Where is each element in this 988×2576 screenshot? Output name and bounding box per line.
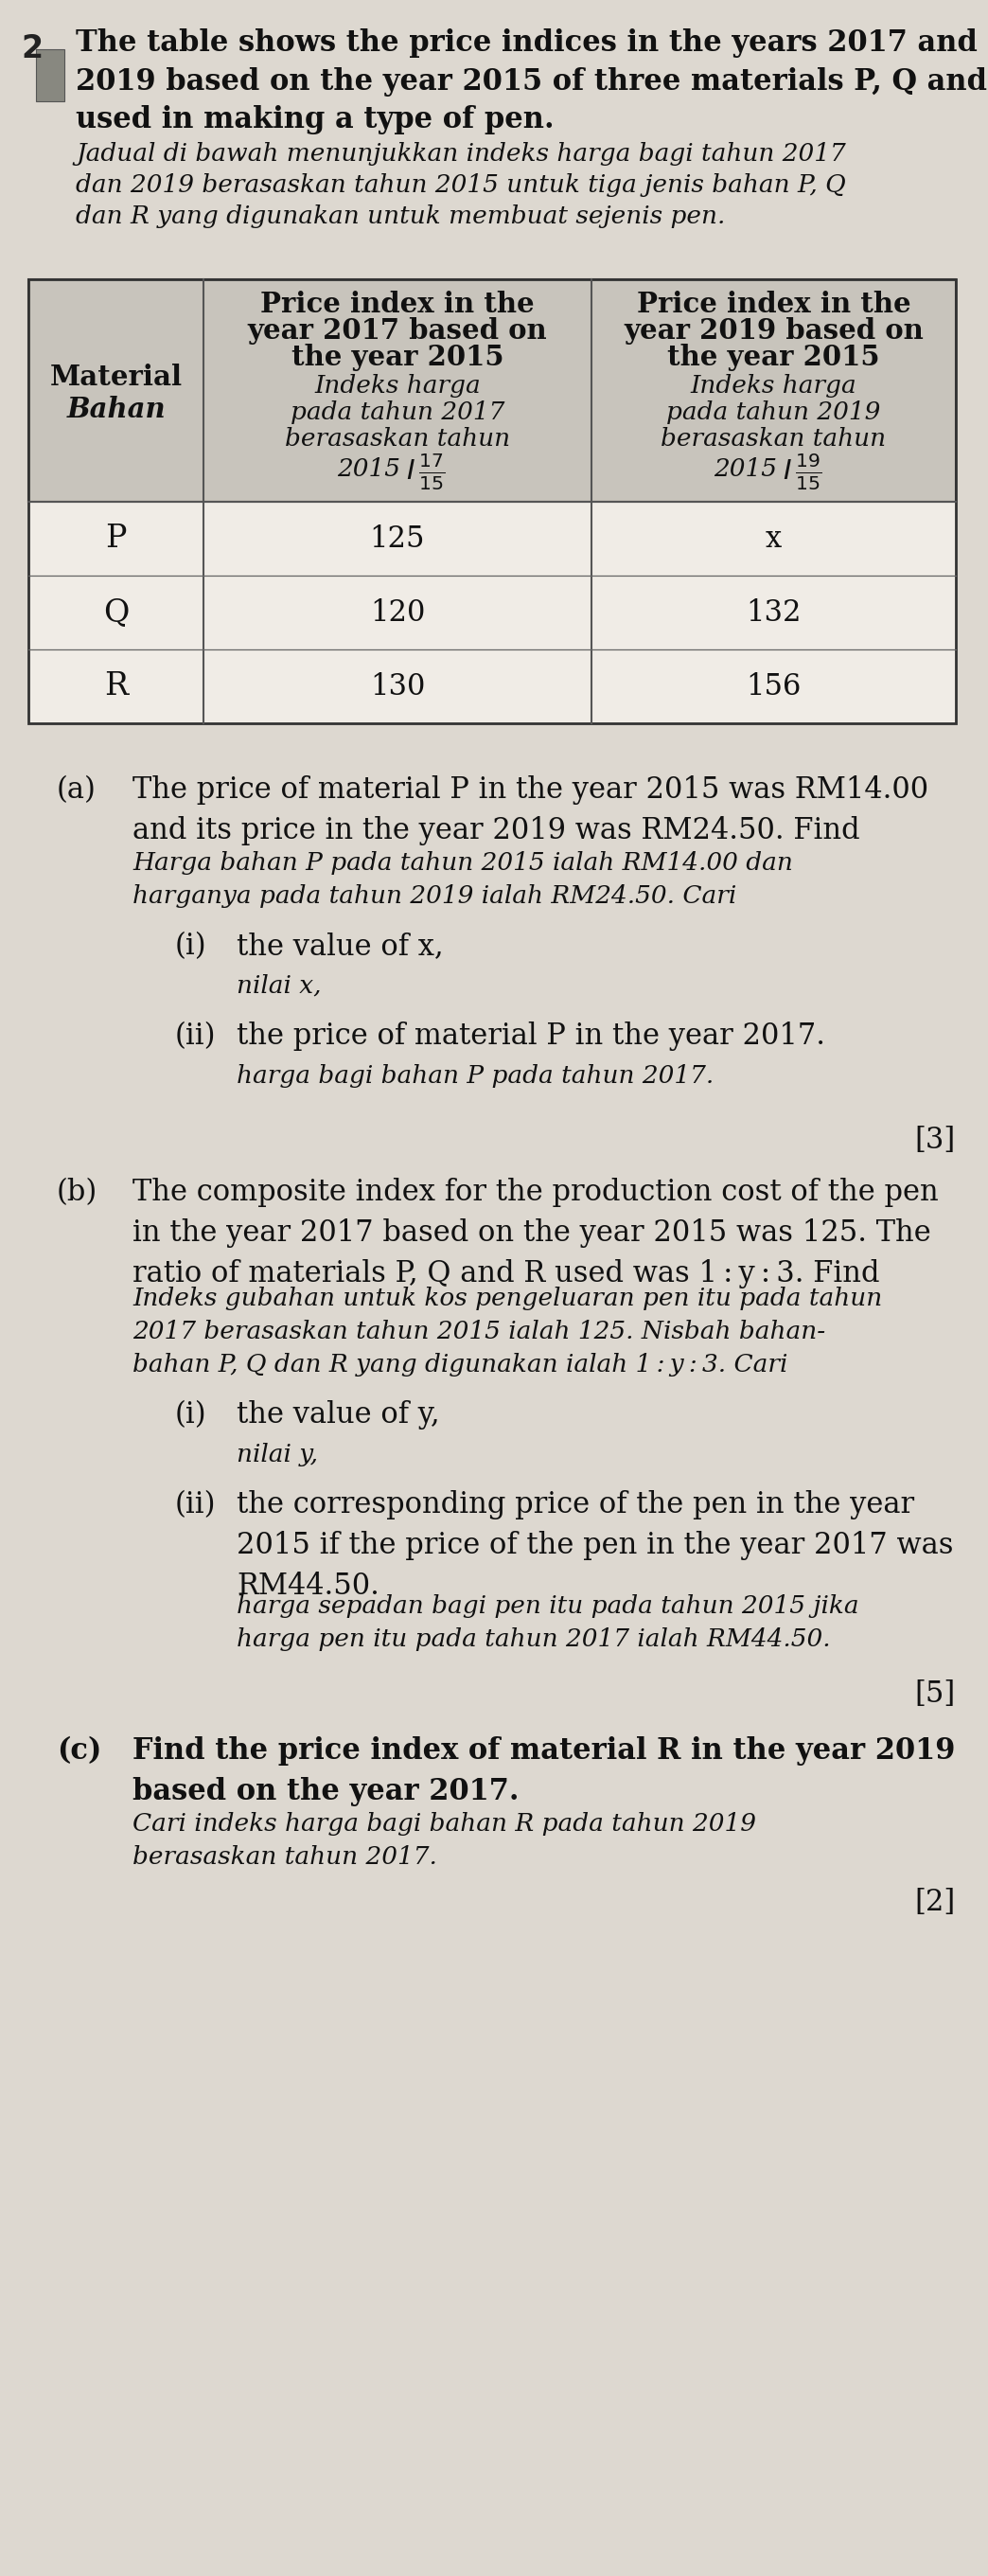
- Text: [5]: [5]: [915, 1680, 955, 1708]
- Text: (ii): (ii): [175, 1489, 216, 1520]
- Text: the value of x,: the value of x,: [236, 933, 444, 961]
- Text: Indeks gubahan untuk kos pengeluaran pen itu pada tahun
2017 berasaskan tahun 20: Indeks gubahan untuk kos pengeluaran pen…: [132, 1285, 882, 1376]
- Text: The composite index for the production cost of the pen
in the year 2017 based on: The composite index for the production c…: [132, 1177, 939, 1288]
- Text: Indeks harga: Indeks harga: [691, 374, 857, 397]
- Text: Cari indeks harga bagi bahan R pada tahun 2019
berasaskan tahun 2017.: Cari indeks harga bagi bahan R pada tahu…: [132, 1811, 756, 1868]
- Text: The table shows the price indices in the years 2017 and
2019 based on the year 2: The table shows the price indices in the…: [76, 28, 988, 134]
- Text: year 2017 based on: year 2017 based on: [248, 317, 547, 345]
- Bar: [36, 49, 64, 100]
- Text: R: R: [104, 672, 127, 701]
- Text: 2015: 2015: [713, 459, 777, 482]
- Text: 156: 156: [746, 672, 801, 701]
- Text: (a): (a): [56, 775, 97, 804]
- Text: pada tahun 2019: pada tahun 2019: [667, 399, 880, 425]
- Text: berasaskan tahun: berasaskan tahun: [661, 428, 886, 451]
- Text: nilai x,: nilai x,: [236, 974, 321, 997]
- Text: The price of material P in the year 2015 was RM14.00
and its price in the year 2: The price of material P in the year 2015…: [132, 775, 929, 845]
- Text: Price index in the: Price index in the: [261, 291, 535, 317]
- Text: the value of y,: the value of y,: [236, 1401, 440, 1430]
- Text: the year 2015: the year 2015: [667, 343, 880, 371]
- Text: (ii): (ii): [175, 1023, 216, 1051]
- Text: [3]: [3]: [915, 1126, 955, 1154]
- Text: the corresponding price of the pen in the year
2015 if the price of the pen in t: the corresponding price of the pen in th…: [236, 1489, 953, 1600]
- Text: 2: 2: [21, 33, 42, 64]
- Text: Harga bahan P pada tahun 2015 ialah RM14.00 dan
harganya pada tahun 2019 ialah R: Harga bahan P pada tahun 2015 ialah RM14…: [132, 850, 793, 907]
- Bar: [29, 278, 955, 724]
- Text: berasaskan tahun: berasaskan tahun: [285, 428, 510, 451]
- Text: $I\,\frac{17}{15}$: $I\,\frac{17}{15}$: [406, 451, 446, 492]
- Text: (i): (i): [175, 933, 206, 961]
- Text: year 2019 based on: year 2019 based on: [623, 317, 924, 345]
- Text: Find the price index of material R in the year 2019
based on the year 2017.: Find the price index of material R in th…: [132, 1736, 955, 1806]
- Text: 132: 132: [746, 598, 801, 626]
- Bar: [29, 278, 955, 502]
- Text: x: x: [766, 523, 782, 554]
- Bar: [29, 502, 955, 574]
- Text: $I\,\frac{19}{15}$: $I\,\frac{19}{15}$: [782, 451, 822, 492]
- Text: 2015: 2015: [337, 459, 401, 482]
- Text: Indeks harga: Indeks harga: [314, 374, 480, 397]
- Text: (b): (b): [56, 1177, 98, 1208]
- Text: Price index in the: Price index in the: [636, 291, 911, 317]
- Text: (c): (c): [56, 1736, 102, 1765]
- Text: Q: Q: [103, 598, 128, 629]
- Text: [2]: [2]: [915, 1888, 955, 1917]
- Text: nilai y,: nilai y,: [236, 1443, 318, 1466]
- Text: harga bagi bahan P pada tahun 2017.: harga bagi bahan P pada tahun 2017.: [236, 1064, 713, 1087]
- Text: Bahan: Bahan: [66, 397, 165, 422]
- Text: Jadual di bawah menunjukkan indeks harga bagi tahun 2017
dan 2019 berasaskan tah: Jadual di bawah menunjukkan indeks harga…: [76, 142, 846, 229]
- Text: P: P: [106, 523, 126, 554]
- Text: 125: 125: [370, 523, 425, 554]
- Text: 120: 120: [370, 598, 425, 626]
- Bar: [29, 574, 955, 649]
- Text: (i): (i): [175, 1401, 206, 1430]
- Text: the year 2015: the year 2015: [291, 343, 504, 371]
- Bar: [29, 649, 955, 724]
- Text: Material: Material: [49, 363, 182, 392]
- Text: 130: 130: [370, 672, 425, 701]
- Text: harga sepadan bagi pen itu pada tahun 2015 jika
harga pen itu pada tahun 2017 ia: harga sepadan bagi pen itu pada tahun 20…: [236, 1595, 859, 1651]
- Text: the price of material P in the year 2017.: the price of material P in the year 2017…: [236, 1023, 825, 1051]
- Text: pada tahun 2017: pada tahun 2017: [290, 399, 505, 425]
